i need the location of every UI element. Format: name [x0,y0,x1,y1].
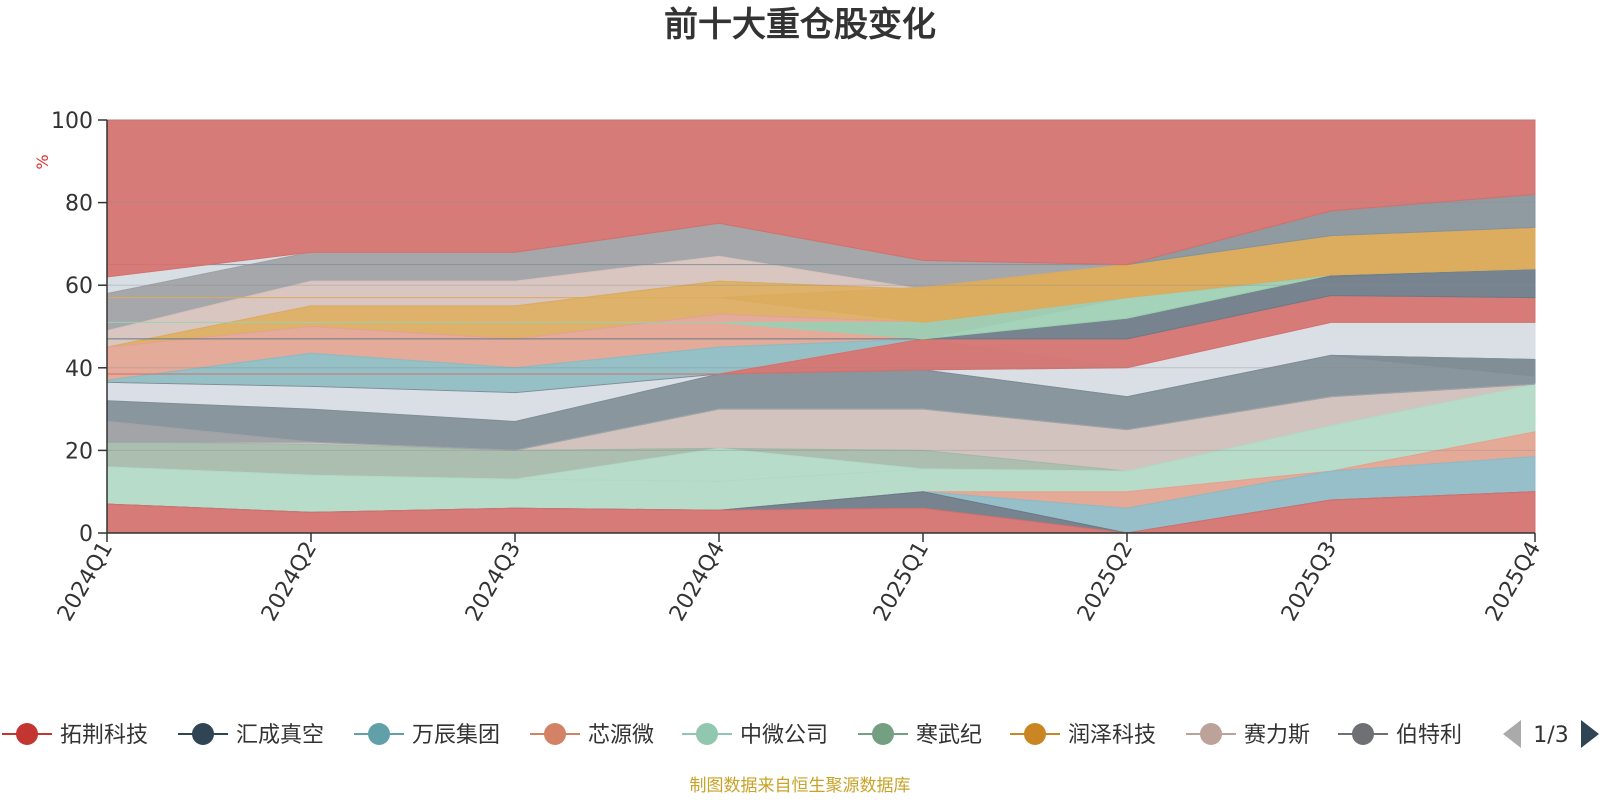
legend-label-6: 润泽科技 [1068,723,1156,748]
legend-pager: 1/3 [1503,720,1599,748]
legend-marker-8 [1352,723,1374,745]
area-bands [106,119,1536,534]
legend-label-7: 赛力斯 [1244,723,1310,748]
legend-label-0: 拓荆科技 [60,723,148,748]
legend-next-page-icon[interactable] [1581,720,1599,748]
legend-item-2[interactable]: 万辰集团 [354,723,500,748]
area-band-17 [106,354,1536,398]
legend-label-4: 中微公司 [740,723,828,748]
legend-marker-3 [544,723,566,745]
y-tick-label-1: 20 [65,439,93,464]
legend-marker-6 [1024,723,1046,745]
area-band-19 [107,268,1536,340]
legend-item-4[interactable]: 中微公司 [682,723,828,748]
legend-label-3: 芯源微 [588,723,654,748]
y-tick-label-0: 0 [79,522,93,547]
legend-marker-0 [16,723,38,745]
y-tick-label-5: 100 [51,109,93,134]
chart-title: 前十大重仓股变化 [664,5,936,45]
area-band-16 [106,383,1536,451]
legend-item-7[interactable]: 赛力斯 [1186,723,1310,748]
legend-marker-1 [192,723,214,745]
legend-marker-4 [696,723,718,745]
legend-item-0[interactable]: 拓荆科技 [2,723,148,748]
x-tick-label-4: 2025Q1 [869,538,934,626]
legend-marker-5 [872,723,894,745]
legend-marker-7 [1200,723,1222,745]
x-tick-label-1: 2024Q2 [257,538,322,626]
x-tick-label-0: 2024Q1 [53,538,118,626]
area-band-21 [107,226,1536,323]
legend-label-2: 万辰集团 [412,723,500,748]
x-tick-label-2: 2024Q3 [461,538,526,626]
y-tick-label-4: 80 [65,192,93,217]
x-tick-label-7: 2025Q4 [1481,538,1546,626]
data-source-note: 制图数据来自恒生聚源数据库 [690,776,911,796]
y-axis-unit: % [33,154,52,169]
legend-prev-page-icon[interactable] [1503,720,1521,748]
legend-item-8[interactable]: 伯特利 [1338,723,1462,748]
legend-item-1[interactable]: 汇成真空 [178,723,324,748]
legend: 拓荆科技 汇成真空 万辰集团 芯源微 中微公司 寒武纪 润泽科技 赛力斯 伯特利 1/3 [2,720,1599,748]
legend-label-8: 伯特利 [1396,723,1462,748]
legend-page-indicator: 1/3 [1533,723,1568,748]
x-tick-label-3: 2024Q4 [665,538,730,626]
legend-marker-2 [368,723,390,745]
area-band-23 [106,119,1536,278]
legend-label-5: 寒武纪 [916,723,982,748]
y-tick-label-2: 40 [65,357,93,382]
legend-label-1: 汇成真空 [236,723,324,748]
legend-item-5[interactable]: 寒武纪 [858,723,982,748]
legend-item-6[interactable]: 润泽科技 [1010,723,1156,748]
legend-item-3[interactable]: 芯源微 [530,723,654,748]
x-tick-label-6: 2025Q3 [1277,538,1342,626]
x-tick-label-5: 2025Q2 [1073,538,1138,626]
y-tick-label-3: 60 [65,274,93,299]
area-band-22 [107,193,1536,266]
area-band-18 [107,294,1536,375]
